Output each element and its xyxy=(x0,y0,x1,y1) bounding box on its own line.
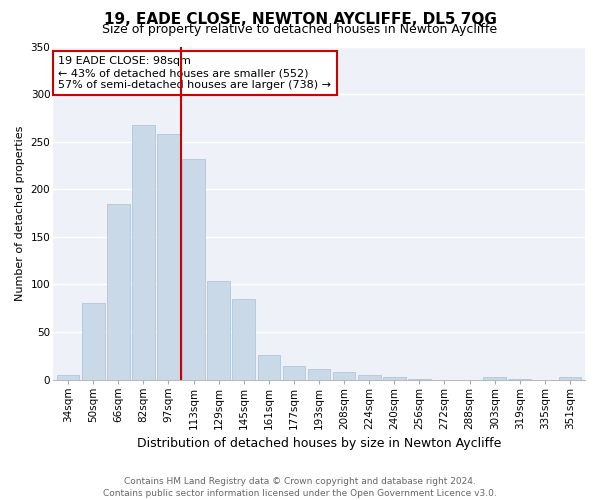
Bar xyxy=(232,298,255,380)
Bar xyxy=(82,304,104,380)
Bar xyxy=(559,376,581,380)
Bar xyxy=(157,134,180,380)
X-axis label: Distribution of detached houses by size in Newton Aycliffe: Distribution of detached houses by size … xyxy=(137,437,501,450)
Bar xyxy=(283,366,305,380)
Bar xyxy=(383,376,406,380)
Bar xyxy=(408,378,431,380)
Text: Size of property relative to detached houses in Newton Aycliffe: Size of property relative to detached ho… xyxy=(103,22,497,36)
Bar xyxy=(208,280,230,380)
Bar xyxy=(308,369,331,380)
Bar xyxy=(358,375,380,380)
Text: 19 EADE CLOSE: 98sqm
← 43% of detached houses are smaller (552)
57% of semi-deta: 19 EADE CLOSE: 98sqm ← 43% of detached h… xyxy=(58,56,331,90)
Text: Contains HM Land Registry data © Crown copyright and database right 2024.
Contai: Contains HM Land Registry data © Crown c… xyxy=(103,476,497,498)
Bar xyxy=(508,378,531,380)
Bar xyxy=(257,355,280,380)
Bar xyxy=(57,375,79,380)
Bar xyxy=(333,372,355,380)
Bar xyxy=(107,204,130,380)
Bar xyxy=(132,124,155,380)
Y-axis label: Number of detached properties: Number of detached properties xyxy=(15,126,25,300)
Bar xyxy=(484,376,506,380)
Text: 19, EADE CLOSE, NEWTON AYCLIFFE, DL5 7QG: 19, EADE CLOSE, NEWTON AYCLIFFE, DL5 7QG xyxy=(104,12,496,28)
Bar xyxy=(182,159,205,380)
